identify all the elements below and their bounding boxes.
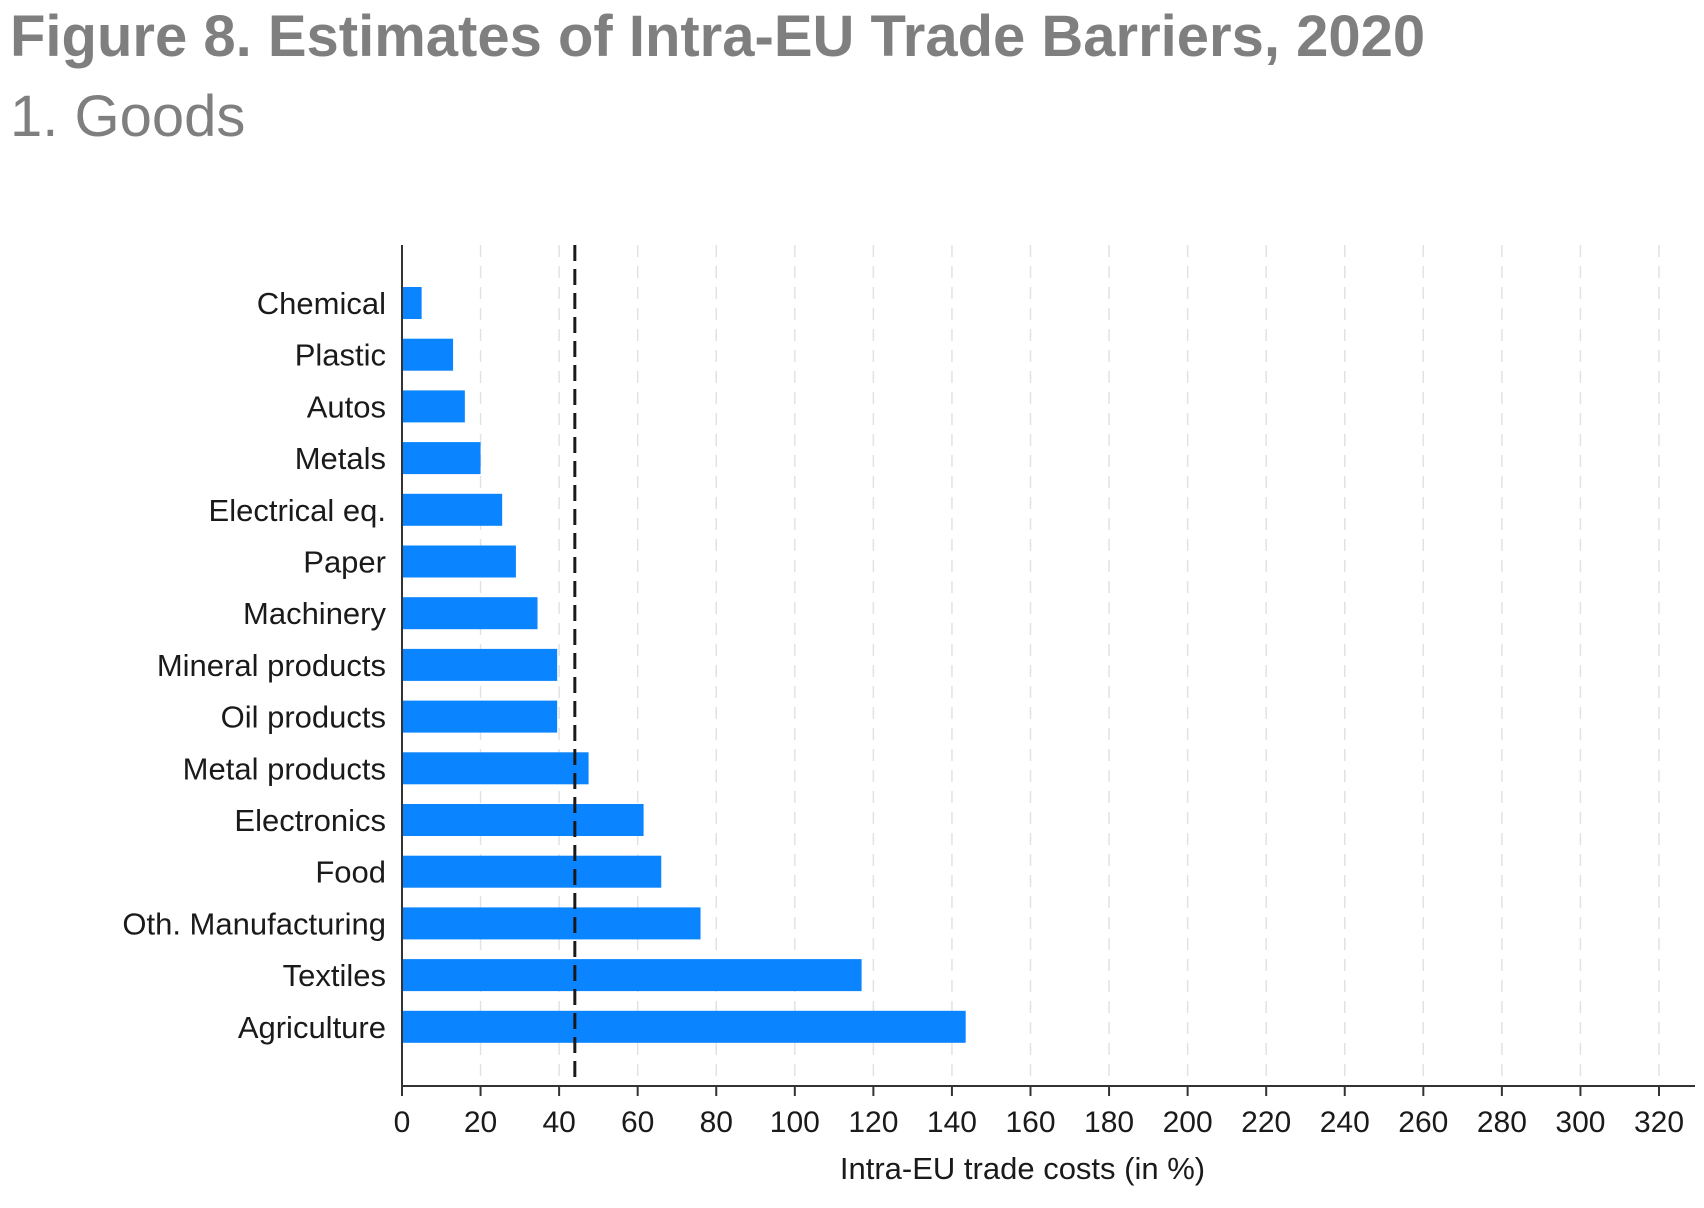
bars <box>402 287 966 1043</box>
x-tick-label: 320 <box>1634 1106 1684 1139</box>
x-tick-label: 240 <box>1320 1106 1370 1139</box>
category-label: Metals <box>295 441 386 476</box>
bar-mineral-products <box>402 648 558 681</box>
x-tick-label: 180 <box>1084 1106 1134 1139</box>
x-tick-label: 300 <box>1555 1106 1605 1139</box>
x-tick-label: 80 <box>700 1106 733 1139</box>
x-tick-label: 120 <box>848 1106 898 1139</box>
x-tick-label: 220 <box>1241 1106 1291 1139</box>
bar-textiles <box>402 959 862 992</box>
axes <box>401 245 1695 1096</box>
bar-oth-manufacturing <box>402 907 701 940</box>
x-tick-label: 200 <box>1163 1106 1213 1139</box>
bar-paper <box>402 545 516 578</box>
category-label: Agriculture <box>238 1010 386 1045</box>
category-label: Oth. Manufacturing <box>122 906 386 941</box>
figure-title: Figure 8. Estimates of Intra-EU Trade Ba… <box>10 4 1426 69</box>
bar-food <box>402 855 662 888</box>
x-tick-label: 260 <box>1398 1106 1448 1139</box>
x-axis-title: Intra-EU trade costs (in %) <box>840 1151 1205 1186</box>
bar-metal-products <box>402 752 589 785</box>
bar-chemical <box>402 287 422 319</box>
gridlines <box>479 245 1660 1086</box>
x-tick-label: 100 <box>770 1106 820 1139</box>
category-labels: Chemical Plastic Autos Metals Electrical eq.… <box>122 286 386 1045</box>
x-tick-label: 140 <box>927 1106 977 1139</box>
category-label: Chemical <box>257 286 386 321</box>
category-label: Plastic <box>295 338 386 373</box>
figure-subtitle: 1. Goods <box>10 84 246 149</box>
x-tick-labels: 0 20 40 60 80 100 120 140 160 180 200 220 240 260 280 3… <box>394 1106 1684 1139</box>
category-label: Food <box>315 855 386 890</box>
x-tick-label: 20 <box>464 1106 497 1139</box>
category-label: Machinery <box>243 596 386 631</box>
bar-autos <box>402 390 465 423</box>
category-label: Oil products <box>221 700 386 735</box>
category-label: Paper <box>303 545 386 580</box>
category-label: Autos <box>307 389 386 424</box>
category-label: Mineral products <box>157 648 386 683</box>
x-tick-label: 160 <box>1005 1106 1055 1139</box>
bar-metals <box>402 442 481 475</box>
category-label: Electrical eq. <box>209 493 386 528</box>
bar-oil-products <box>402 700 558 733</box>
category-label: Metal products <box>183 751 386 786</box>
x-tick-label: 60 <box>621 1106 654 1139</box>
bar-machinery <box>402 597 538 630</box>
x-tick-label: 0 <box>394 1106 411 1139</box>
bar-plastic <box>402 338 454 371</box>
category-label: Textiles <box>283 958 386 993</box>
x-tick-label: 40 <box>542 1106 575 1139</box>
category-label: Electronics <box>234 803 386 838</box>
bar-electrical-eq <box>402 493 503 526</box>
bar-agriculture <box>402 1010 966 1043</box>
bar-electronics <box>402 804 644 836</box>
x-tick-label: 280 <box>1477 1106 1527 1139</box>
